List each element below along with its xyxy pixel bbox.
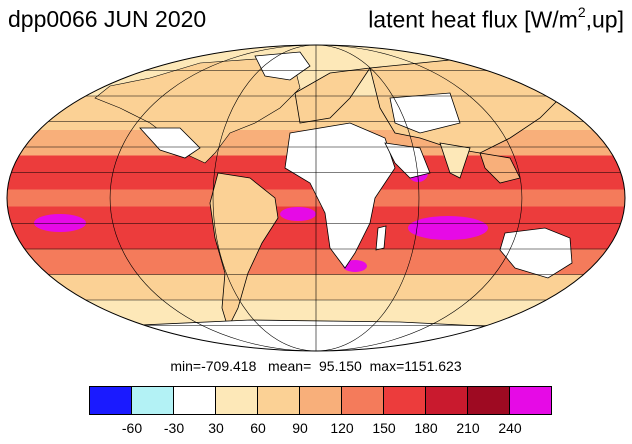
colorbar-label: 120 — [330, 420, 354, 436]
land-india — [439, 142, 471, 179]
globe-outline — [6, 44, 626, 352]
meridian-line — [315, 45, 523, 351]
colorbar-label: 90 — [292, 420, 308, 436]
meridian-line — [109, 45, 317, 351]
land-usa-desert — [139, 127, 201, 159]
colorbar-label: -60 — [121, 420, 143, 436]
land-europe — [294, 67, 371, 124]
land-southeast-asia — [479, 152, 521, 184]
colorbar-swatch — [341, 386, 384, 415]
colorbar-swatch — [131, 386, 174, 415]
variable-title-exponent: 2 — [577, 4, 586, 20]
land-madagascar — [375, 225, 387, 251]
colorbar-label: -30 — [163, 420, 185, 436]
colorbar-label: 240 — [498, 420, 522, 436]
colorbar-swatch — [89, 386, 132, 415]
meridian-line — [315, 45, 420, 351]
meridian-line — [212, 45, 317, 351]
map-statistics: min=-709.418 mean= 95.150 max=1151.623 — [170, 358, 462, 374]
colorbar-swatch — [467, 386, 510, 415]
colorbar-swatch — [425, 386, 468, 415]
colorbar-swatch — [299, 386, 342, 415]
variable-title-main: latent heat flux [W/m — [368, 6, 578, 33]
land-central-asia — [389, 92, 461, 134]
hotspot-east-pacific — [34, 214, 86, 232]
colorbar-swatch — [173, 386, 216, 415]
map-title: dpp0066 JUN 2020 — [8, 6, 207, 32]
hotspot-south-atlantic — [280, 207, 316, 221]
colorbar — [89, 386, 552, 415]
colorbar-label: 150 — [372, 420, 396, 436]
colorbar-swatch — [257, 386, 300, 415]
variable-title: latent heat flux [W/m2,up] — [368, 4, 624, 34]
colorbar-label: 60 — [250, 420, 266, 436]
land-australia — [499, 227, 573, 279]
colorbar-swatch — [215, 386, 258, 415]
world-map — [6, 44, 626, 352]
land-greenland — [254, 51, 311, 81]
colorbar-label: 30 — [208, 420, 224, 436]
colorbar-swatch — [509, 386, 552, 415]
land-south-america — [209, 172, 279, 330]
land-africa — [284, 122, 396, 269]
colorbar-label: 180 — [414, 420, 438, 436]
colorbar-labels: -60 -30 30 60 90 120 150 180 210 240 — [90, 420, 552, 440]
variable-title-end: ,up] — [585, 6, 624, 33]
hotspot-madagascar — [343, 260, 367, 272]
colorbar-label: 210 — [456, 420, 480, 436]
colorbar-swatch — [383, 386, 426, 415]
hotspot-indian-ocean — [408, 216, 488, 240]
